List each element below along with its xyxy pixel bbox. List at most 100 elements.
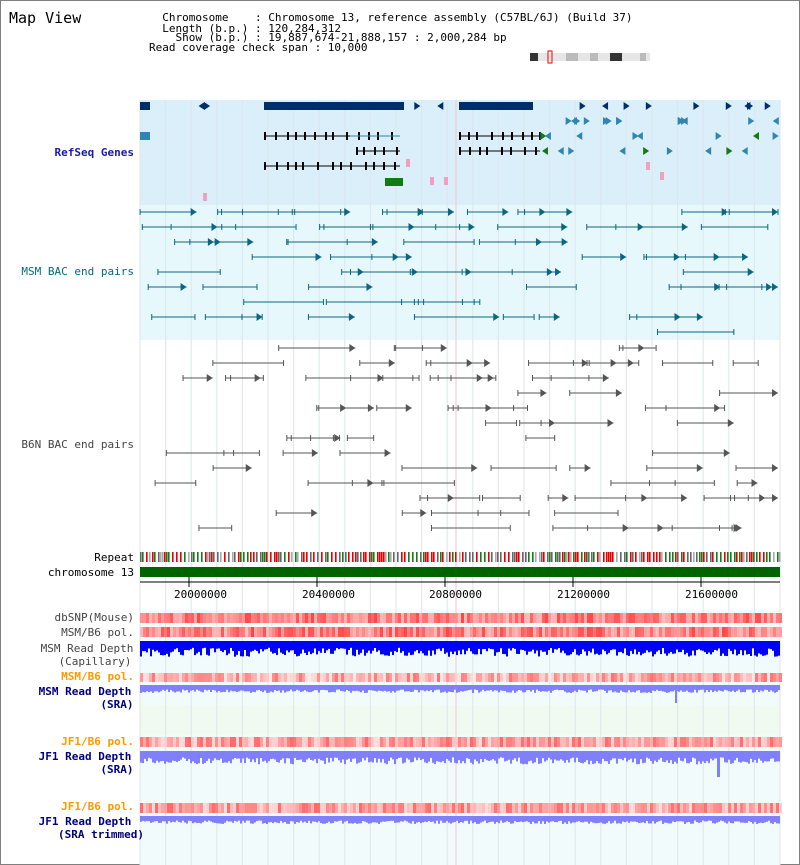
read-depth-bar	[682, 816, 684, 822]
bac-pair-arrow	[468, 223, 475, 231]
snp-density-cell	[767, 673, 770, 682]
snp-density-cell	[179, 673, 182, 682]
snp-density-cell	[335, 737, 338, 747]
snp-density-cell	[287, 803, 290, 813]
snp-density-cell	[185, 737, 188, 747]
track-label-msm-read-cap[interactable]: MSM Read Depth	[40, 642, 134, 655]
snp-density-cell	[212, 803, 215, 813]
read-depth-bar	[242, 816, 244, 821]
snp-density-cell	[671, 613, 674, 623]
read-depth-bar	[442, 685, 444, 693]
snp-density-cell	[656, 737, 659, 747]
snp-density-cell	[686, 803, 689, 813]
read-depth-bar	[240, 816, 242, 824]
track-label-refseq[interactable]: RefSeq Genes	[54, 146, 134, 159]
bac-pair-arrow	[772, 494, 778, 502]
read-depth-bar	[522, 751, 524, 765]
read-depth-bar	[774, 641, 776, 657]
track-label-jf1-b6-pol-2[interactable]: JF1/B6 pol.	[61, 800, 134, 813]
track-label-repeat[interactable]: Repeat	[94, 551, 134, 564]
bac-pair-arrow	[388, 359, 395, 367]
snp-density-cell	[386, 803, 389, 813]
read-depth-bar	[690, 685, 692, 693]
read-depth-bar	[370, 685, 372, 691]
snp-density-cell	[251, 803, 254, 813]
snp-density-cell	[371, 673, 374, 682]
track-label-chromosome[interactable]: chromosome 13	[47, 566, 134, 579]
bac-pair-arrow	[367, 479, 374, 487]
read-depth-bar	[514, 751, 516, 759]
read-depth-bar	[224, 641, 226, 651]
snp-density-cell	[269, 803, 272, 813]
snp-density-cell	[545, 613, 548, 623]
track-label-msm-read-sra[interactable]: MSM Read Depth	[38, 685, 132, 698]
read-depth-bar	[692, 641, 694, 651]
snp-density-cell	[602, 627, 605, 637]
track-label-b6n-bac[interactable]: B6N BAC end pairs	[21, 438, 134, 451]
snp-density-cell	[752, 627, 755, 637]
snp-density-cell	[287, 613, 290, 623]
track-label-dbsnp[interactable]: dbSNP(Mouse)	[54, 611, 134, 624]
read-depth-bar	[698, 685, 700, 691]
repeat-mark	[603, 552, 605, 562]
bac-pair-arrow	[714, 404, 721, 412]
read-depth-bar	[684, 641, 686, 655]
track-label-msm-read-sra-sub: (SRA)	[100, 698, 134, 711]
read-depth-bar	[564, 751, 566, 763]
snp-density-cell	[557, 737, 560, 747]
read-depth-bar	[554, 816, 556, 823]
track-label-jf1-read-sra[interactable]: JF1 Read Depth	[38, 750, 132, 763]
gene-exon	[295, 132, 297, 140]
snp-density-cell	[194, 627, 197, 637]
track-label-msm-b6-pol-2[interactable]: MSM/B6 pol.	[61, 670, 134, 683]
read-depth-bar	[732, 685, 734, 691]
snp-density-cell	[659, 673, 662, 682]
read-depth-bar	[142, 816, 144, 821]
read-depth-bar	[164, 641, 166, 656]
bac-pair-arrow	[742, 253, 749, 261]
snp-density-cell	[638, 627, 641, 637]
axis-tick-label: 20400000	[302, 588, 355, 601]
read-depth-bar	[496, 641, 498, 653]
snp-density-cell	[599, 627, 602, 637]
snp-density-cell	[560, 627, 563, 637]
bac-pair-arrow	[540, 389, 547, 397]
read-depth-bar	[610, 816, 612, 824]
read-depth-bar	[596, 751, 598, 762]
read-depth-bar	[156, 685, 158, 692]
read-depth-bar	[520, 685, 522, 691]
snp-density-cell	[434, 673, 437, 682]
read-depth-bar	[380, 816, 382, 823]
snp-density-cell	[227, 737, 230, 747]
read-depth-bar	[364, 816, 366, 822]
read-depth-bar	[604, 751, 606, 762]
snp-density-cell	[488, 673, 491, 682]
snp-density-cell	[557, 673, 560, 682]
gene-exon	[459, 132, 461, 140]
track-label-msm-b6-pol[interactable]: MSM/B6 pol.	[61, 626, 134, 639]
repeat-mark	[641, 552, 643, 562]
read-depth-bar	[588, 685, 590, 690]
snp-density-cell	[617, 737, 620, 747]
snp-density-cell	[203, 673, 206, 682]
track-label-msm-bac[interactable]: MSM BAC end pairs	[21, 265, 134, 278]
read-depth-bar	[144, 751, 146, 759]
snp-density-cell	[494, 673, 497, 682]
read-depth-bar	[666, 685, 668, 693]
track-label-jf1-read-trim[interactable]: JF1 Read Depth	[38, 815, 132, 828]
read-depth-bar	[154, 641, 156, 652]
bac-pair-arrow	[615, 389, 622, 397]
snp-density-cell	[296, 613, 299, 623]
read-depth-bar	[232, 816, 234, 823]
read-depth-bar	[672, 816, 674, 822]
read-depth-bar	[422, 641, 424, 654]
repeat-mark	[240, 552, 242, 562]
snp-density-cell	[557, 627, 560, 637]
read-depth-bar	[182, 751, 184, 758]
track-label-jf1-b6-pol[interactable]: JF1/B6 pol.	[61, 735, 134, 748]
snp-density-cell	[770, 673, 773, 682]
read-depth-bar	[218, 751, 220, 761]
read-depth-bar	[378, 751, 380, 759]
snp-density-cell	[710, 737, 713, 747]
